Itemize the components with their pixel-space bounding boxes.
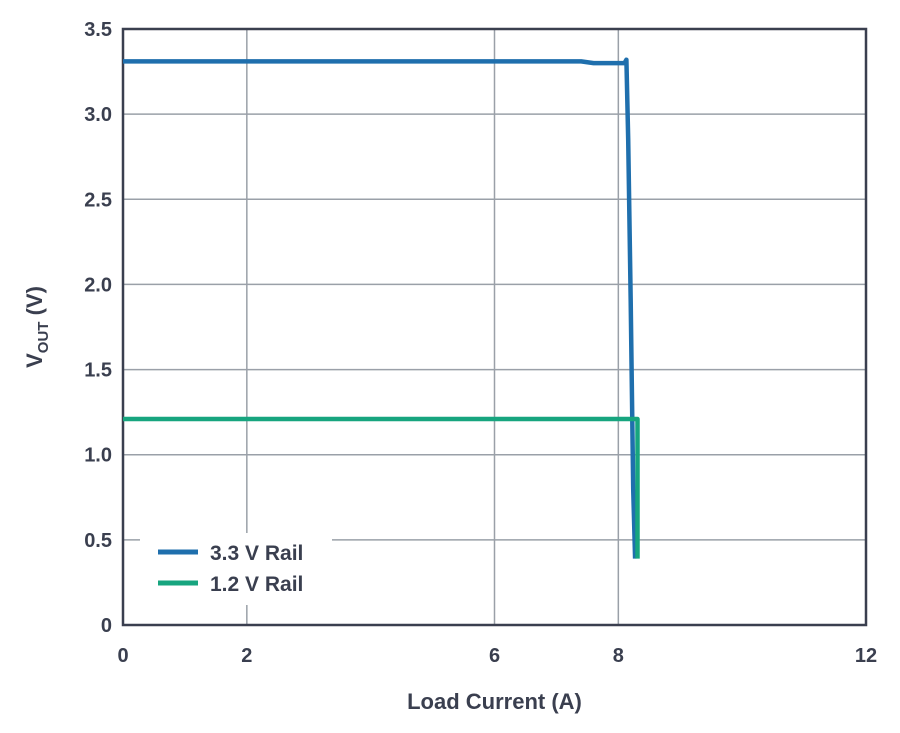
y-tick-label: 1.5 (84, 360, 112, 382)
y-tick-label: 2.0 (84, 274, 112, 296)
legend-background (140, 533, 332, 605)
series-layer (123, 57, 640, 559)
legend-label-3v3-rail: 3.3 V Rail (210, 542, 303, 565)
y-axis-title-unit: (V) (22, 286, 47, 321)
y-axis-title-main: V (22, 353, 47, 368)
x-tick-label: 0 (117, 645, 128, 667)
x-axis-title: Load Current (A) (407, 689, 582, 714)
legend: 3.3 V Rail 1.2 V Rail (140, 533, 332, 605)
series-line-3v3-rail (123, 57, 638, 559)
y-tick-label: 3.5 (84, 19, 112, 41)
tick-labels: 0 0.5 1.0 1.5 2.0 2.5 3.0 3.5 0 2 6 8 12 (84, 19, 877, 667)
y-tick-label: 3.0 (84, 104, 112, 126)
y-axis-title: VOUT (V) (22, 286, 52, 368)
x-tick-label: 12 (855, 645, 877, 667)
legend-label-1v2-rail: 1.2 V Rail (210, 573, 303, 596)
x-tick-label: 2 (241, 645, 252, 667)
x-tick-label: 6 (489, 645, 500, 667)
x-tick-label: 8 (613, 645, 624, 667)
y-axis-title-subscript: OUT (35, 322, 52, 354)
plot-frame (121, 27, 868, 627)
y-tick-label: 0.5 (84, 530, 112, 552)
y-tick-label: 1.0 (84, 445, 112, 467)
y-tick-label: 0 (101, 615, 112, 637)
y-tick-label: 2.5 (84, 189, 112, 211)
series-line-1v2-rail (123, 416, 640, 559)
